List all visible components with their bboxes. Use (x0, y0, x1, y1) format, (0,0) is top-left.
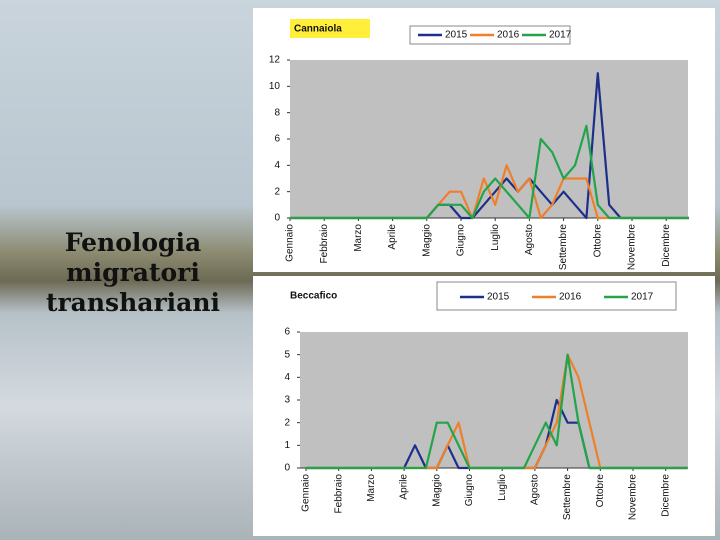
plot-area (300, 332, 688, 468)
x-tick-label: Luglio (497, 474, 508, 501)
y-tick-label: 2 (274, 186, 280, 197)
legend-label: 2017 (549, 30, 572, 41)
x-tick-label: Marzo (353, 224, 364, 252)
x-tick-label: Giugno (456, 224, 467, 257)
x-tick-label: Dicembre (661, 224, 672, 267)
x-tick-label: Gennaio (285, 224, 296, 262)
slide-title: Fenologia migratori transhariani (45, 228, 221, 317)
legend-label: 2015 (445, 30, 468, 41)
y-tick-label: 8 (274, 107, 280, 118)
x-tick-label: Febbraio (333, 474, 344, 514)
y-tick-label: 5 (284, 349, 290, 360)
x-tick-label: Settembre (558, 224, 569, 271)
y-tick-label: 6 (284, 327, 290, 338)
legend-label: 2016 (559, 292, 582, 303)
x-tick-label: Ottobre (595, 474, 606, 508)
x-tick-label: Gennaio (301, 474, 312, 512)
x-tick-label: Aprile (399, 474, 410, 500)
x-tick-label: Dicembre (660, 474, 671, 517)
y-tick-label: 12 (269, 55, 281, 66)
series-line (306, 353, 688, 470)
x-tick-label: Settembre (562, 474, 573, 521)
x-tick-label: Marzo (366, 474, 377, 502)
y-tick-label: 1 (284, 440, 290, 451)
x-tick-label: Febbraio (319, 224, 330, 264)
chart-title: Beccafico (290, 291, 337, 302)
legend-label: 2017 (631, 292, 654, 303)
x-tick-label: Agosto (524, 224, 535, 256)
legend-label: 2016 (497, 30, 520, 41)
x-tick-label: Ottobre (592, 224, 603, 258)
y-tick-label: 2 (284, 417, 290, 428)
y-tick-label: 4 (274, 160, 280, 171)
x-tick-label: Maggio (421, 224, 432, 257)
y-tick-label: 6 (274, 134, 280, 145)
x-tick-label: Novembre (627, 224, 638, 271)
x-tick-label: Giugno (464, 474, 475, 507)
plot-area (290, 60, 688, 218)
x-tick-label: Aprile (387, 224, 398, 250)
y-tick-label: 4 (284, 372, 290, 383)
x-tick-label: Novembre (628, 474, 639, 521)
x-tick-label: Maggio (431, 474, 442, 507)
chart-title: Cannaiola (294, 24, 342, 35)
title-box (290, 19, 370, 38)
legend-label: 2015 (487, 292, 510, 303)
x-tick-label: Luglio (490, 224, 501, 251)
y-tick-label: 10 (269, 81, 281, 92)
x-tick-label: Agosto (530, 474, 541, 506)
y-tick-label: 0 (284, 463, 290, 474)
y-tick-label: 3 (284, 395, 290, 406)
series-line (290, 124, 689, 220)
y-tick-label: 0 (274, 213, 280, 224)
